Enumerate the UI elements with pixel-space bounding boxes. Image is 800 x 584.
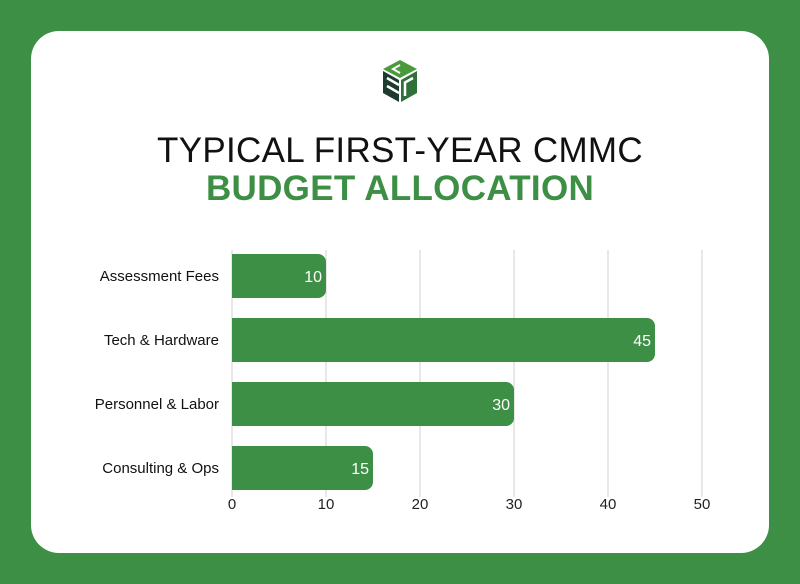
data-label-0: 10 [304, 269, 322, 286]
x-tick-label-0: 0 [228, 496, 236, 513]
x-tick-label-50: 50 [694, 496, 711, 513]
x-tick-label-20: 20 [412, 496, 429, 513]
chart-card: TYPICAL FIRST-YEAR CMMC BUDGET ALLOCATIO… [31, 31, 769, 553]
cube-logo-icon [383, 60, 417, 102]
category-label-3: Consulting & Ops [102, 460, 219, 477]
bar-0 [232, 254, 326, 298]
data-label-3: 15 [351, 461, 369, 478]
bar-chart: 0 10 20 30 40 50 Assessment Fees 10 Tech & Hardw… [95, 250, 711, 513]
bar-3 [232, 446, 373, 490]
category-label-0: Assessment Fees [100, 268, 219, 285]
chart-title: TYPICAL FIRST-YEAR CMMC [157, 131, 643, 170]
x-tick-label-40: 40 [600, 496, 617, 513]
x-tick-label-30: 30 [506, 496, 523, 513]
data-label-1: 45 [633, 333, 651, 350]
chart-subtitle: BUDGET ALLOCATION [205, 169, 595, 208]
x-tick-label-10: 10 [318, 496, 335, 513]
bar-2 [232, 382, 514, 426]
category-label-1: Tech & Hardware [104, 332, 219, 349]
data-label-2: 30 [492, 397, 510, 414]
bar-1 [232, 318, 655, 362]
category-label-2: Personnel & Labor [95, 396, 219, 413]
